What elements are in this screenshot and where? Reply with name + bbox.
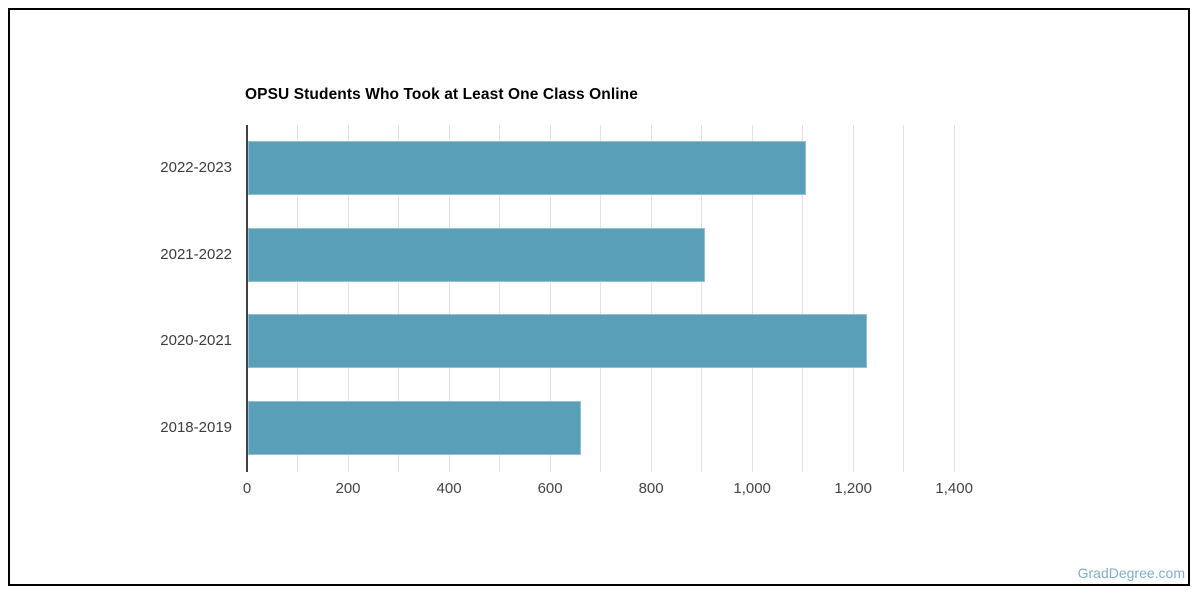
gridline-100	[297, 125, 298, 472]
y-axis-label-2018-2019: 2018-2019	[160, 418, 232, 436]
bar-2021-2022	[248, 227, 706, 282]
y-axis-label-2020-2021: 2020-2021	[160, 332, 232, 350]
x-axis-label-600: 600	[537, 480, 563, 497]
x-axis-label-1200: 1,200	[834, 480, 872, 497]
bar-2020-2021	[248, 314, 867, 369]
gridline-1200	[852, 125, 854, 472]
x-axis-label-1400: 1,400	[935, 480, 973, 497]
y-axis-line	[246, 125, 248, 472]
gridline-400	[448, 125, 450, 472]
gridline-200	[347, 125, 349, 472]
gridline-900	[701, 125, 703, 472]
bar-2022-2023	[248, 141, 807, 196]
gridline-1400	[953, 125, 955, 472]
watermark-link[interactable]: GradDegree.com	[1077, 565, 1185, 581]
gridline-300	[398, 125, 400, 472]
image-border	[8, 8, 1190, 586]
x-axis-label-800: 800	[638, 480, 664, 497]
x-axis-label-200: 200	[335, 480, 361, 497]
gridline-700	[600, 125, 602, 472]
gridline-800	[650, 125, 652, 472]
x-axis-label-1000: 1,000	[733, 480, 771, 497]
chart-title: OPSU Students Who Took at Least One Clas…	[245, 86, 638, 103]
y-axis-label-2021-2022: 2021-2022	[160, 245, 232, 263]
gridline-1100	[802, 125, 804, 472]
x-axis-label-400: 400	[436, 480, 462, 497]
y-axis-label-2022-2023: 2022-2023	[160, 159, 232, 177]
bar-2018-2019	[248, 400, 582, 455]
gridline-1000	[751, 125, 753, 472]
gridline-1300	[903, 125, 905, 472]
gridline-600	[549, 125, 551, 472]
gridline-500	[499, 125, 501, 472]
x-axis-label-0: 0	[242, 480, 252, 497]
